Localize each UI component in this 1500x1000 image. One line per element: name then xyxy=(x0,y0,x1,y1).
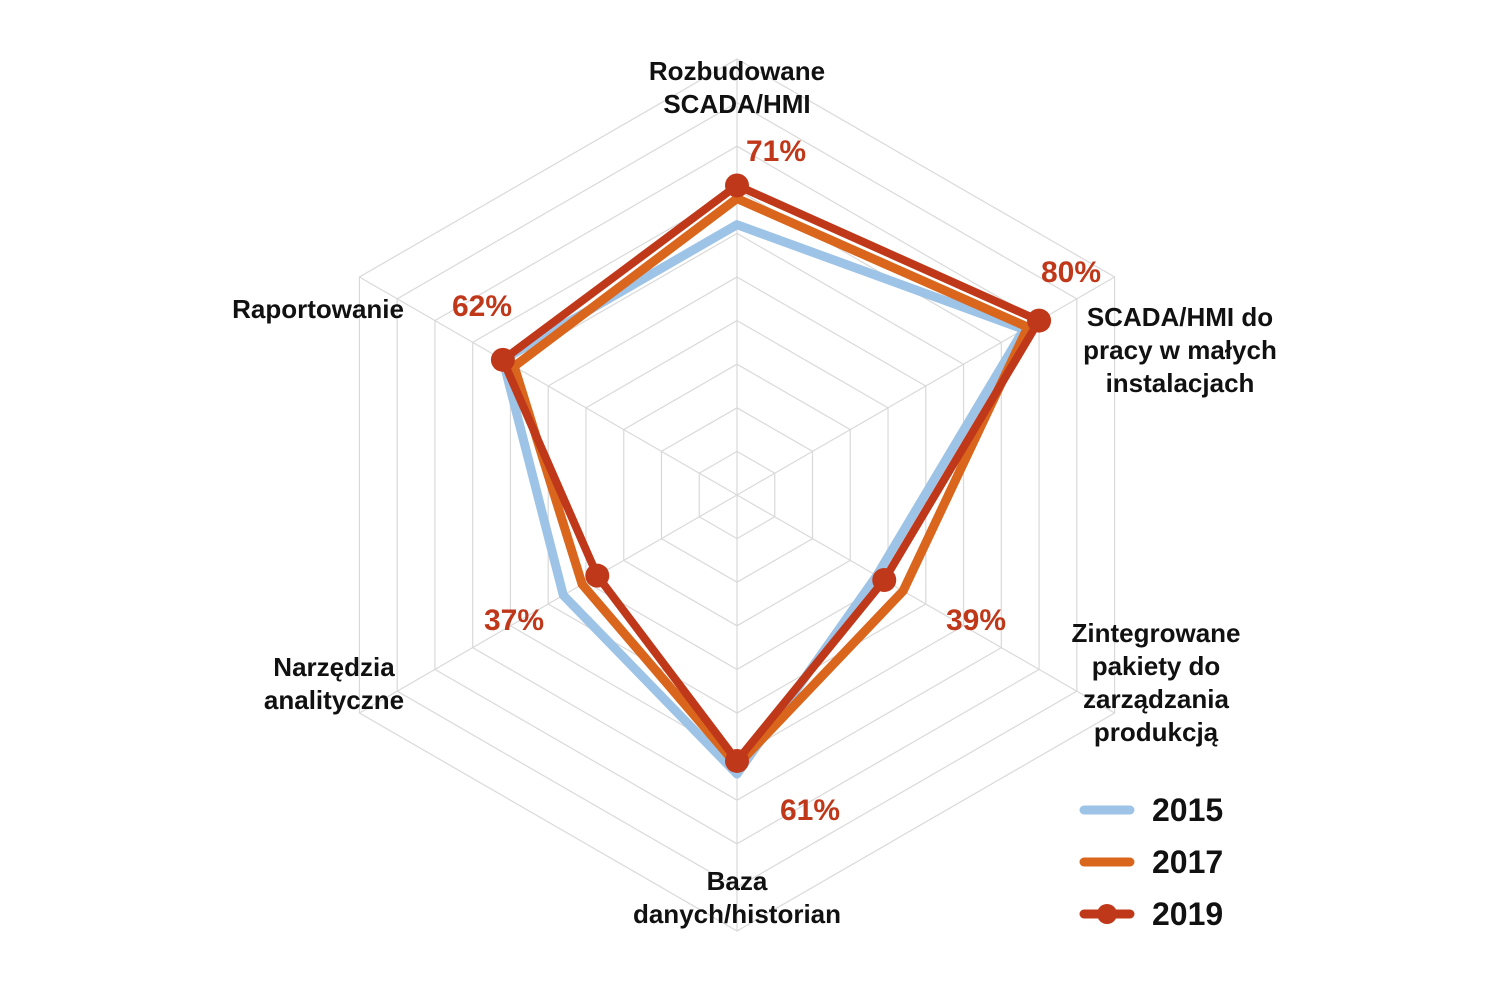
series-point-2019 xyxy=(1027,308,1052,333)
legend-label: 2017 xyxy=(1152,844,1223,880)
data-label: 61% xyxy=(780,794,840,827)
axis-label: Zintegrowane pakiety do zarządzania produkc… xyxy=(1071,618,1240,747)
series-point-2019 xyxy=(725,748,749,773)
legend-marker-2019 xyxy=(1097,904,1117,924)
legend: 2015 2017 2019 xyxy=(1079,792,1223,932)
axis-label: Raportowanie xyxy=(232,294,404,324)
axis-label: SCADA/HMI do pracy w małych instalacjach xyxy=(1083,302,1277,398)
axis-label: Baza danych/historian xyxy=(633,866,841,929)
legend-label: 2019 xyxy=(1152,896,1223,932)
radar-series xyxy=(490,173,1052,779)
data-label: 39% xyxy=(946,604,1006,637)
legend-label: 2015 xyxy=(1152,792,1223,828)
data-label: 62% xyxy=(452,290,512,323)
series-point-2019 xyxy=(872,568,897,593)
series-point-2019 xyxy=(490,347,515,372)
axis-label: Rozbudowane SCADA/HMI xyxy=(649,56,825,119)
grid-spoke xyxy=(736,494,1115,714)
axis-label: Narzędzia analityczne xyxy=(264,652,404,715)
series-point-2019 xyxy=(585,563,610,588)
grid-spoke xyxy=(736,276,1115,496)
data-label: 80% xyxy=(1041,256,1101,289)
data-label: 71% xyxy=(746,135,806,168)
radar-labels: Rozbudowane SCADA/HMI SCADA/HMI do pracy w … xyxy=(232,56,1277,929)
data-label: 37% xyxy=(484,604,544,637)
grid-spoke xyxy=(359,494,738,714)
grid-spoke xyxy=(359,276,738,496)
series-point-2019 xyxy=(725,173,749,198)
